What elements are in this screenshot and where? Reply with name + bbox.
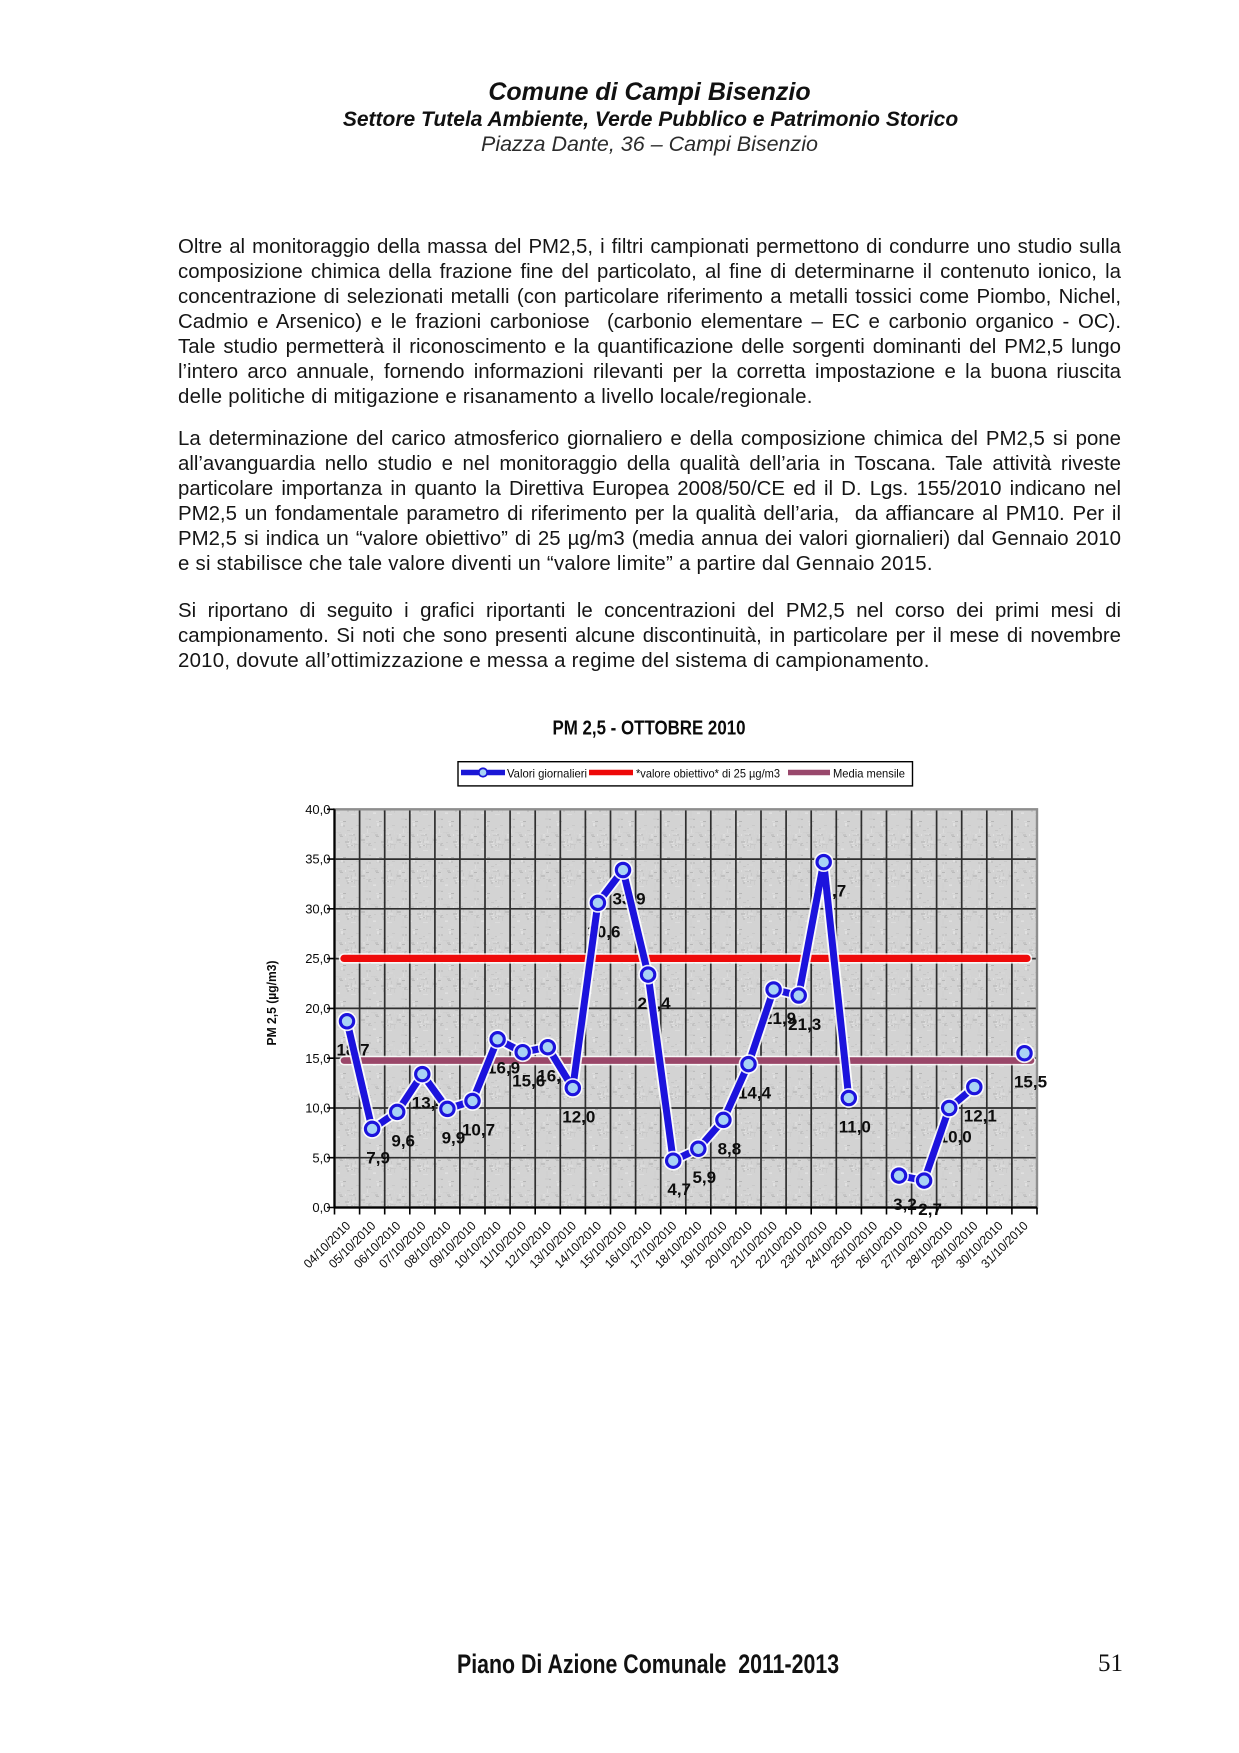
svg-text:5,9: 5,9 <box>692 1168 716 1187</box>
svg-text:Media mensile: Media mensile <box>833 767 905 781</box>
svg-text:11,0: 11,0 <box>839 1117 871 1136</box>
svg-text:14,4: 14,4 <box>738 1084 772 1103</box>
svg-text:25,0: 25,0 <box>305 951 330 966</box>
svg-text:10,0: 10,0 <box>939 1127 972 1146</box>
svg-text:10,7: 10,7 <box>462 1120 495 1139</box>
svg-text:PM 2,5 - OTTOBRE 2010: PM 2,5 - OTTOBRE 2010 <box>553 718 746 740</box>
svg-text:15,0: 15,0 <box>305 1051 330 1066</box>
svg-text:21,3: 21,3 <box>788 1015 821 1034</box>
svg-text:3,2: 3,2 <box>893 1195 917 1214</box>
svg-text:7,9: 7,9 <box>366 1148 390 1167</box>
svg-text:40,0: 40,0 <box>305 802 330 817</box>
svg-text:15,5: 15,5 <box>1014 1073 1047 1092</box>
svg-text:*valore obiettivo* di 25 µg/m3: *valore obiettivo* di 25 µg/m3 <box>636 767 780 781</box>
svg-text:4,7: 4,7 <box>667 1180 691 1199</box>
svg-text:Valori giornalieri: Valori giornalieri <box>507 767 587 781</box>
svg-text:30,0: 30,0 <box>305 901 330 916</box>
svg-text:2,7: 2,7 <box>918 1200 942 1219</box>
svg-text:15,6: 15,6 <box>512 1072 545 1091</box>
svg-text:10,0: 10,0 <box>305 1101 330 1116</box>
svg-text:9,9: 9,9 <box>442 1128 466 1147</box>
svg-text:5,0: 5,0 <box>312 1150 330 1165</box>
svg-text:16,9: 16,9 <box>487 1059 520 1078</box>
svg-text:21,9: 21,9 <box>763 1009 796 1028</box>
svg-text:9,6: 9,6 <box>391 1131 415 1150</box>
svg-text:0,0: 0,0 <box>312 1200 330 1215</box>
svg-text:12,1: 12,1 <box>964 1106 997 1125</box>
svg-text:12,0: 12,0 <box>562 1107 595 1126</box>
svg-text:8,8: 8,8 <box>718 1139 742 1158</box>
svg-text:20,0: 20,0 <box>305 1001 330 1016</box>
svg-text:35,0: 35,0 <box>305 852 330 867</box>
svg-text:PM 2,5 (µg/m3): PM 2,5 (µg/m3) <box>265 961 279 1046</box>
